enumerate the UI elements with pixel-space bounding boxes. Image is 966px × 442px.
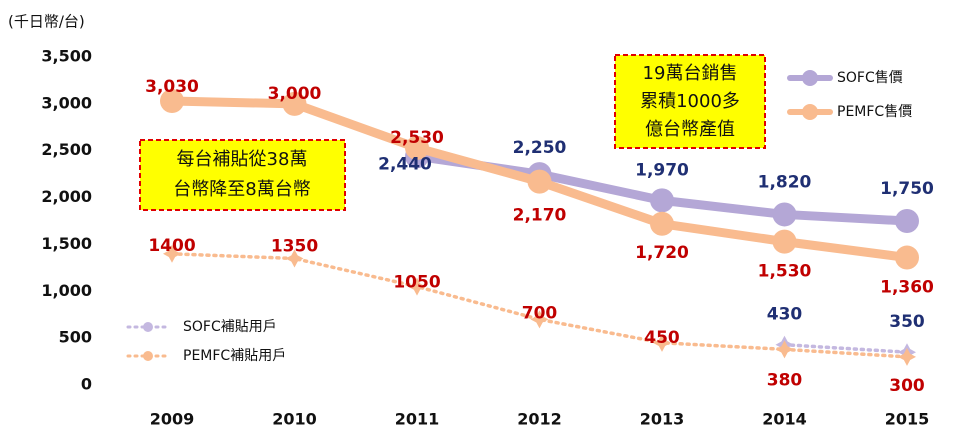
marker <box>163 244 181 263</box>
marker <box>282 91 307 116</box>
value-label: 1350 <box>271 236 318 256</box>
value-label: 1,530 <box>758 262 812 282</box>
marker <box>895 209 919 233</box>
value-label: 700 <box>522 303 558 323</box>
marker <box>408 277 426 296</box>
annotation: 每台補貼從38萬 <box>177 149 308 170</box>
x-tick-label: 2011 <box>395 410 440 429</box>
marker <box>898 347 916 366</box>
annotation: 19萬台銷售 <box>643 63 738 84</box>
value-label: 1400 <box>148 236 195 256</box>
marker <box>772 202 797 227</box>
x-tick-label: 2012 <box>517 410 562 429</box>
marker <box>653 333 671 352</box>
legend-label: PEMFC售價 <box>837 103 912 120</box>
marker <box>160 89 184 114</box>
value-label: 2,170 <box>513 206 567 226</box>
value-label: 1,970 <box>635 160 689 180</box>
y-tick-label: 1,000 <box>41 281 92 300</box>
value-label: 3,030 <box>145 77 199 97</box>
legend-label: SOFC售價 <box>837 69 903 86</box>
annotation: 台幣降至8萬台幣 <box>173 179 310 200</box>
marker <box>405 135 429 160</box>
value-label: 2,530 <box>390 128 444 148</box>
y-tick-label: 2,000 <box>41 187 92 206</box>
x-tick-label: 2010 <box>272 410 317 429</box>
annotation-box <box>614 54 766 149</box>
annotation-box <box>139 139 346 211</box>
value-label: 450 <box>644 328 680 348</box>
value-label: 430 <box>767 305 803 325</box>
marker <box>772 229 797 254</box>
value-label: 350 <box>889 312 925 332</box>
value-label: 1,820 <box>758 172 812 192</box>
x-tick-label: 2013 <box>640 410 685 429</box>
legend-marker <box>143 351 153 361</box>
value-label: 1,360 <box>880 278 934 298</box>
x-tick-label: 2015 <box>885 410 930 429</box>
value-label: 380 <box>767 370 803 390</box>
annotation: 累積1000多 <box>640 91 740 112</box>
legend-marker <box>143 322 153 332</box>
legend-label: SOFC補貼用戶 <box>183 319 277 335</box>
value-label: 3,000 <box>268 84 322 104</box>
value-label: 2,250 <box>513 138 567 158</box>
y-tick-label: 3,500 <box>41 47 92 66</box>
value-label: 1,750 <box>880 179 934 199</box>
x-tick-label: 2014 <box>762 410 807 429</box>
legend-marker <box>802 70 818 86</box>
value-label: 1050 <box>393 273 440 293</box>
marker <box>775 340 794 359</box>
x-tick-label: 2009 <box>150 410 195 429</box>
y-tick-label: 500 <box>59 328 92 347</box>
series-line <box>782 342 909 354</box>
y-tick-label: 0 <box>81 375 92 394</box>
marker <box>895 245 919 270</box>
marker <box>285 249 304 268</box>
marker <box>527 169 552 194</box>
marker <box>530 310 549 329</box>
annotation: 億台幣產值 <box>645 119 735 140</box>
y-tick-label: 2,500 <box>41 140 92 159</box>
marker <box>650 188 674 213</box>
y-tick-label: 1,500 <box>41 234 92 253</box>
y-tick-label: 3,000 <box>41 93 92 112</box>
value-label: 2,440 <box>378 154 432 174</box>
value-label: 300 <box>889 376 925 396</box>
legend-marker <box>802 104 818 120</box>
marker <box>650 211 674 236</box>
legend-label: PEMFC補貼用戶 <box>183 348 286 364</box>
value-label: 1,720 <box>635 243 689 263</box>
y-axis-label: (千日幣/台) <box>8 13 85 31</box>
